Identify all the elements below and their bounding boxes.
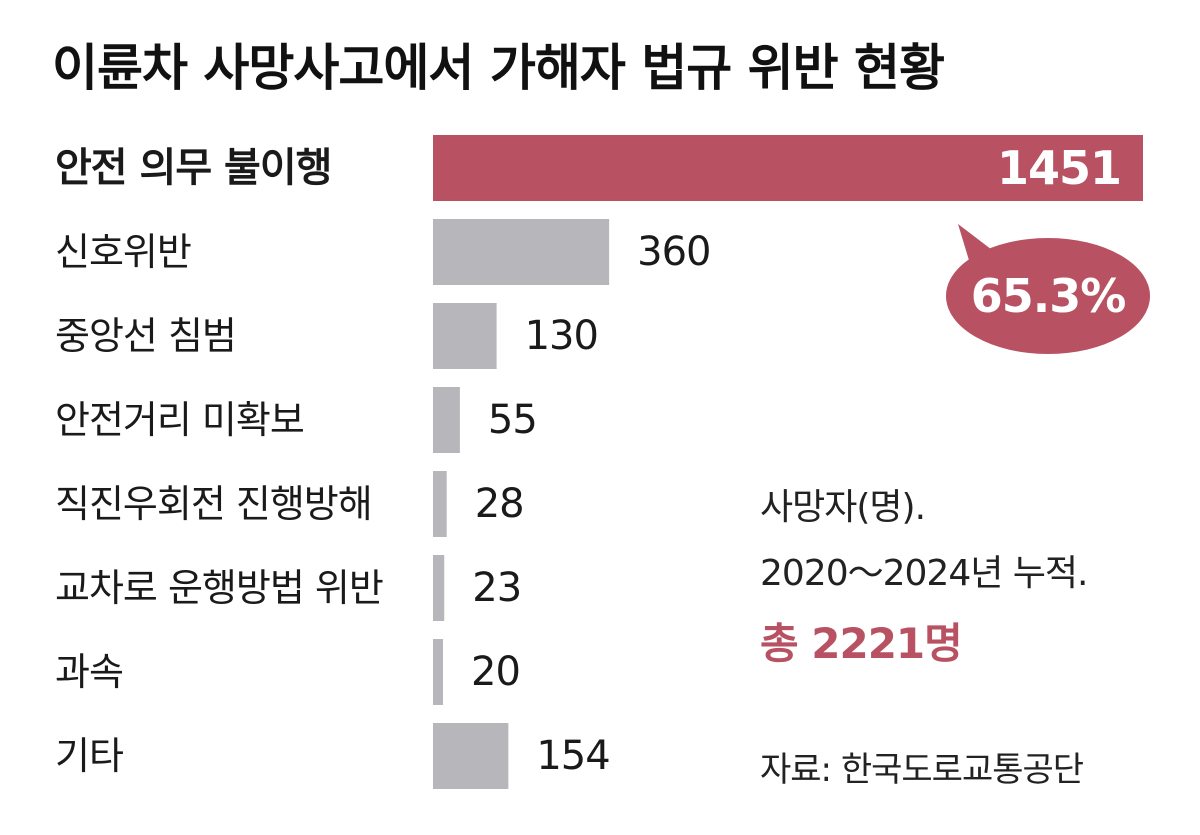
bar-7 [433,639,443,705]
category-label-1: 안전 의무 불이행 [55,145,331,191]
note-total: 총 2221명 [760,619,963,668]
value-label-8: 154 [536,733,609,779]
bar-4 [433,387,460,453]
note-period: 2020～2024년 누적. [760,553,1088,594]
category-label-7: 과속 [55,650,123,694]
category-label-5: 직진우회전 진행방해 [55,482,372,526]
bar-5 [433,471,447,537]
bubble-percent-label: 65.3% [971,269,1126,323]
category-label-3: 중앙선 침범 [55,314,236,358]
value-label-3: 130 [525,313,598,359]
source-note: 자료: 한국도로교통공단 [760,750,1084,790]
category-label-8: 기타 [55,734,123,778]
bar-2 [433,219,610,285]
category-label-4: 안전거리 미확보 [55,398,304,442]
value-label-1: 1451 [997,141,1121,195]
value-label-7: 20 [471,649,520,695]
bar-3 [433,303,497,369]
category-label-2: 신호위반 [55,230,191,274]
note-unit: 사망자(명). [760,487,926,528]
value-label-5: 28 [475,481,524,527]
bar-8 [433,723,509,789]
percent-bubble: 65.3% [946,224,1150,354]
chart-title: 이륜차 사망사고에서 가해자 법규 위반 현황 [52,39,945,97]
bar-1 [433,135,1143,201]
bars-group [433,135,1143,789]
value-labels-group: 1451 360 130 55 28 23 20 154 [471,141,1122,779]
bar-6 [433,555,445,621]
value-label-4: 55 [488,397,537,443]
value-label-2: 360 [637,229,710,275]
bubble-body [946,238,1150,354]
category-label-6: 교차로 운행방법 위반 [55,566,383,610]
value-label-6: 23 [472,565,521,611]
